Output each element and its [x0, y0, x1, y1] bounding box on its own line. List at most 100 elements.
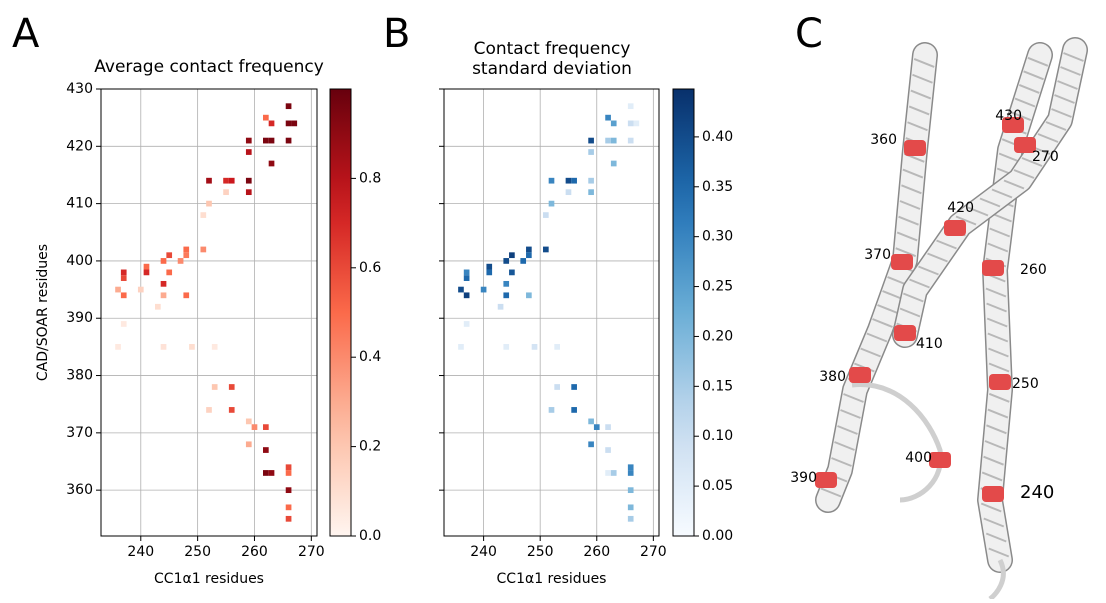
heatmap-cell [605, 470, 611, 476]
heatmap-cell [143, 269, 150, 276]
coil-stripe [1010, 111, 1032, 121]
heatmap-cell [115, 286, 121, 293]
heatmap-cell [268, 470, 275, 476]
heatmap-cell [200, 246, 207, 253]
heatmap-cell [285, 137, 292, 144]
heatmap-cell [588, 418, 594, 425]
heatmap-cell [458, 344, 464, 350]
heatmap-cell [206, 177, 212, 184]
heatmap-cell [526, 246, 532, 253]
colorbar-tick-label: 0.20 [702, 328, 733, 344]
ribbon [978, 43, 1052, 572]
heatmap-cell [526, 252, 532, 259]
y-tick-label: 410 [66, 196, 93, 212]
heatmap-cell [588, 137, 594, 144]
colorbar-tick-label: 0.05 [702, 478, 733, 494]
heatmap-cell [189, 344, 195, 350]
coil-stripe [987, 242, 1009, 253]
x-axis-label: CC1α1 residues [154, 571, 264, 587]
coil-stripe [909, 278, 930, 289]
heatmap-cell [263, 114, 269, 121]
coil-stripe [820, 487, 842, 498]
heatmap-cell [143, 263, 150, 270]
y-tick-label: 380 [66, 368, 93, 384]
coil-stripe [983, 455, 1004, 466]
coil-stripe [896, 231, 918, 242]
y-tick-label: 360 [66, 482, 93, 498]
coil-stripe [1054, 94, 1075, 104]
heatmap-cell [268, 160, 275, 167]
residue-label: 370 [864, 247, 891, 263]
heatmap-cell [251, 424, 258, 430]
plot-frame [443, 88, 660, 537]
heatmap-cell [565, 177, 572, 184]
highlight-band [894, 325, 916, 341]
heatmap-cell [554, 384, 560, 390]
highlight-band [849, 367, 871, 383]
coil-stripe [988, 392, 1010, 403]
coil-stripe [866, 332, 888, 343]
heatmap-cell [285, 464, 292, 471]
coil-stripe [910, 89, 932, 100]
loop [851, 382, 944, 503]
heatmap-cell [183, 246, 190, 253]
highlight-band [1014, 137, 1036, 153]
heatmap-cell [285, 103, 292, 110]
heatmap-cell [285, 515, 292, 522]
heatmap-cell [120, 321, 127, 327]
colorbar [672, 88, 695, 537]
colorbar-tick-label: 0.2 [359, 439, 381, 455]
coil-stripe [988, 362, 1010, 373]
x-tick-label: 270 [640, 544, 667, 560]
heatmap-cell [588, 189, 594, 196]
x-axis-label: CC1α1 residues [497, 571, 607, 587]
heatmap-cell [503, 280, 510, 287]
colorbar-tick-label: 0.30 [702, 229, 733, 245]
heatmap-cell [263, 424, 269, 430]
heatmap-cell [548, 177, 555, 184]
heatmap-cell [463, 321, 470, 327]
residue-label: 270 [1032, 149, 1059, 165]
residue-label: 420 [947, 200, 974, 216]
coil-stripe [843, 393, 864, 403]
coil-stripe [1018, 84, 1040, 94]
y-axis-label: CAD/SOAR residues [35, 244, 51, 381]
coil-stripe [895, 247, 917, 258]
chart-title: Average contact frequency [94, 57, 324, 77]
coil-stripe [985, 532, 1007, 543]
heatmap-cell [160, 344, 167, 350]
heatmap-cell [627, 137, 634, 144]
colorbar-tick-label: 0.40 [702, 129, 733, 145]
heatmap-cell [263, 137, 269, 144]
heatmap-cell [588, 177, 594, 184]
heatmap-cell [571, 407, 577, 413]
x-tick-label: 240 [470, 544, 497, 560]
heatmap-cell [166, 269, 173, 276]
heatmap-cell [211, 344, 218, 350]
heatmap-cell [503, 292, 510, 299]
y-tick-label: 430 [66, 81, 93, 97]
heatmap-cell [183, 252, 190, 259]
coil-stripe [1014, 97, 1036, 108]
heatmap-cell [526, 292, 532, 299]
highlight-band [929, 452, 951, 468]
coil-stripe [1003, 179, 1025, 190]
residue-label: 240 [1020, 482, 1054, 503]
heatmap-cell [503, 258, 510, 264]
coil-stripe [908, 105, 930, 116]
coil-stripe [901, 184, 922, 195]
highlight-band [982, 486, 1004, 502]
heatmap-cell [480, 286, 487, 293]
heatmap-cell [120, 292, 127, 299]
heatmap-cell [588, 441, 594, 448]
heatmap-cell [245, 149, 252, 155]
coil-stripe [967, 206, 989, 217]
heatmap-cell [571, 384, 577, 390]
x-tick-label: 260 [241, 544, 268, 560]
panel-letter: A [12, 11, 40, 57]
heatmap-cell [497, 303, 504, 310]
coil-stripe [979, 197, 1001, 208]
coil-stripe [882, 290, 903, 300]
coil-stripe [1027, 56, 1049, 67]
